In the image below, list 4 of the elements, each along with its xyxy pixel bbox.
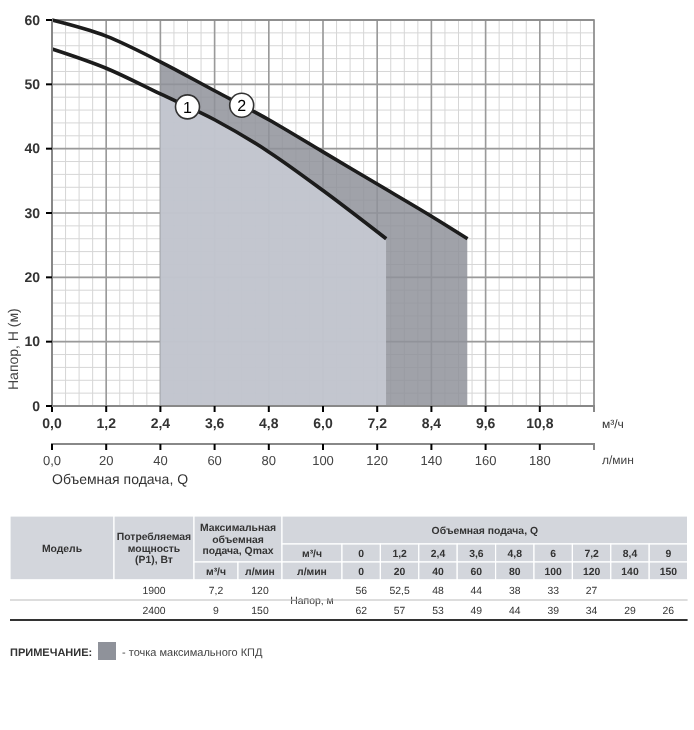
series-label: 2 bbox=[237, 97, 248, 116]
series-label: 1 bbox=[183, 98, 194, 117]
line-series bbox=[50, 47, 389, 241]
line-series bbox=[50, 18, 470, 241]
